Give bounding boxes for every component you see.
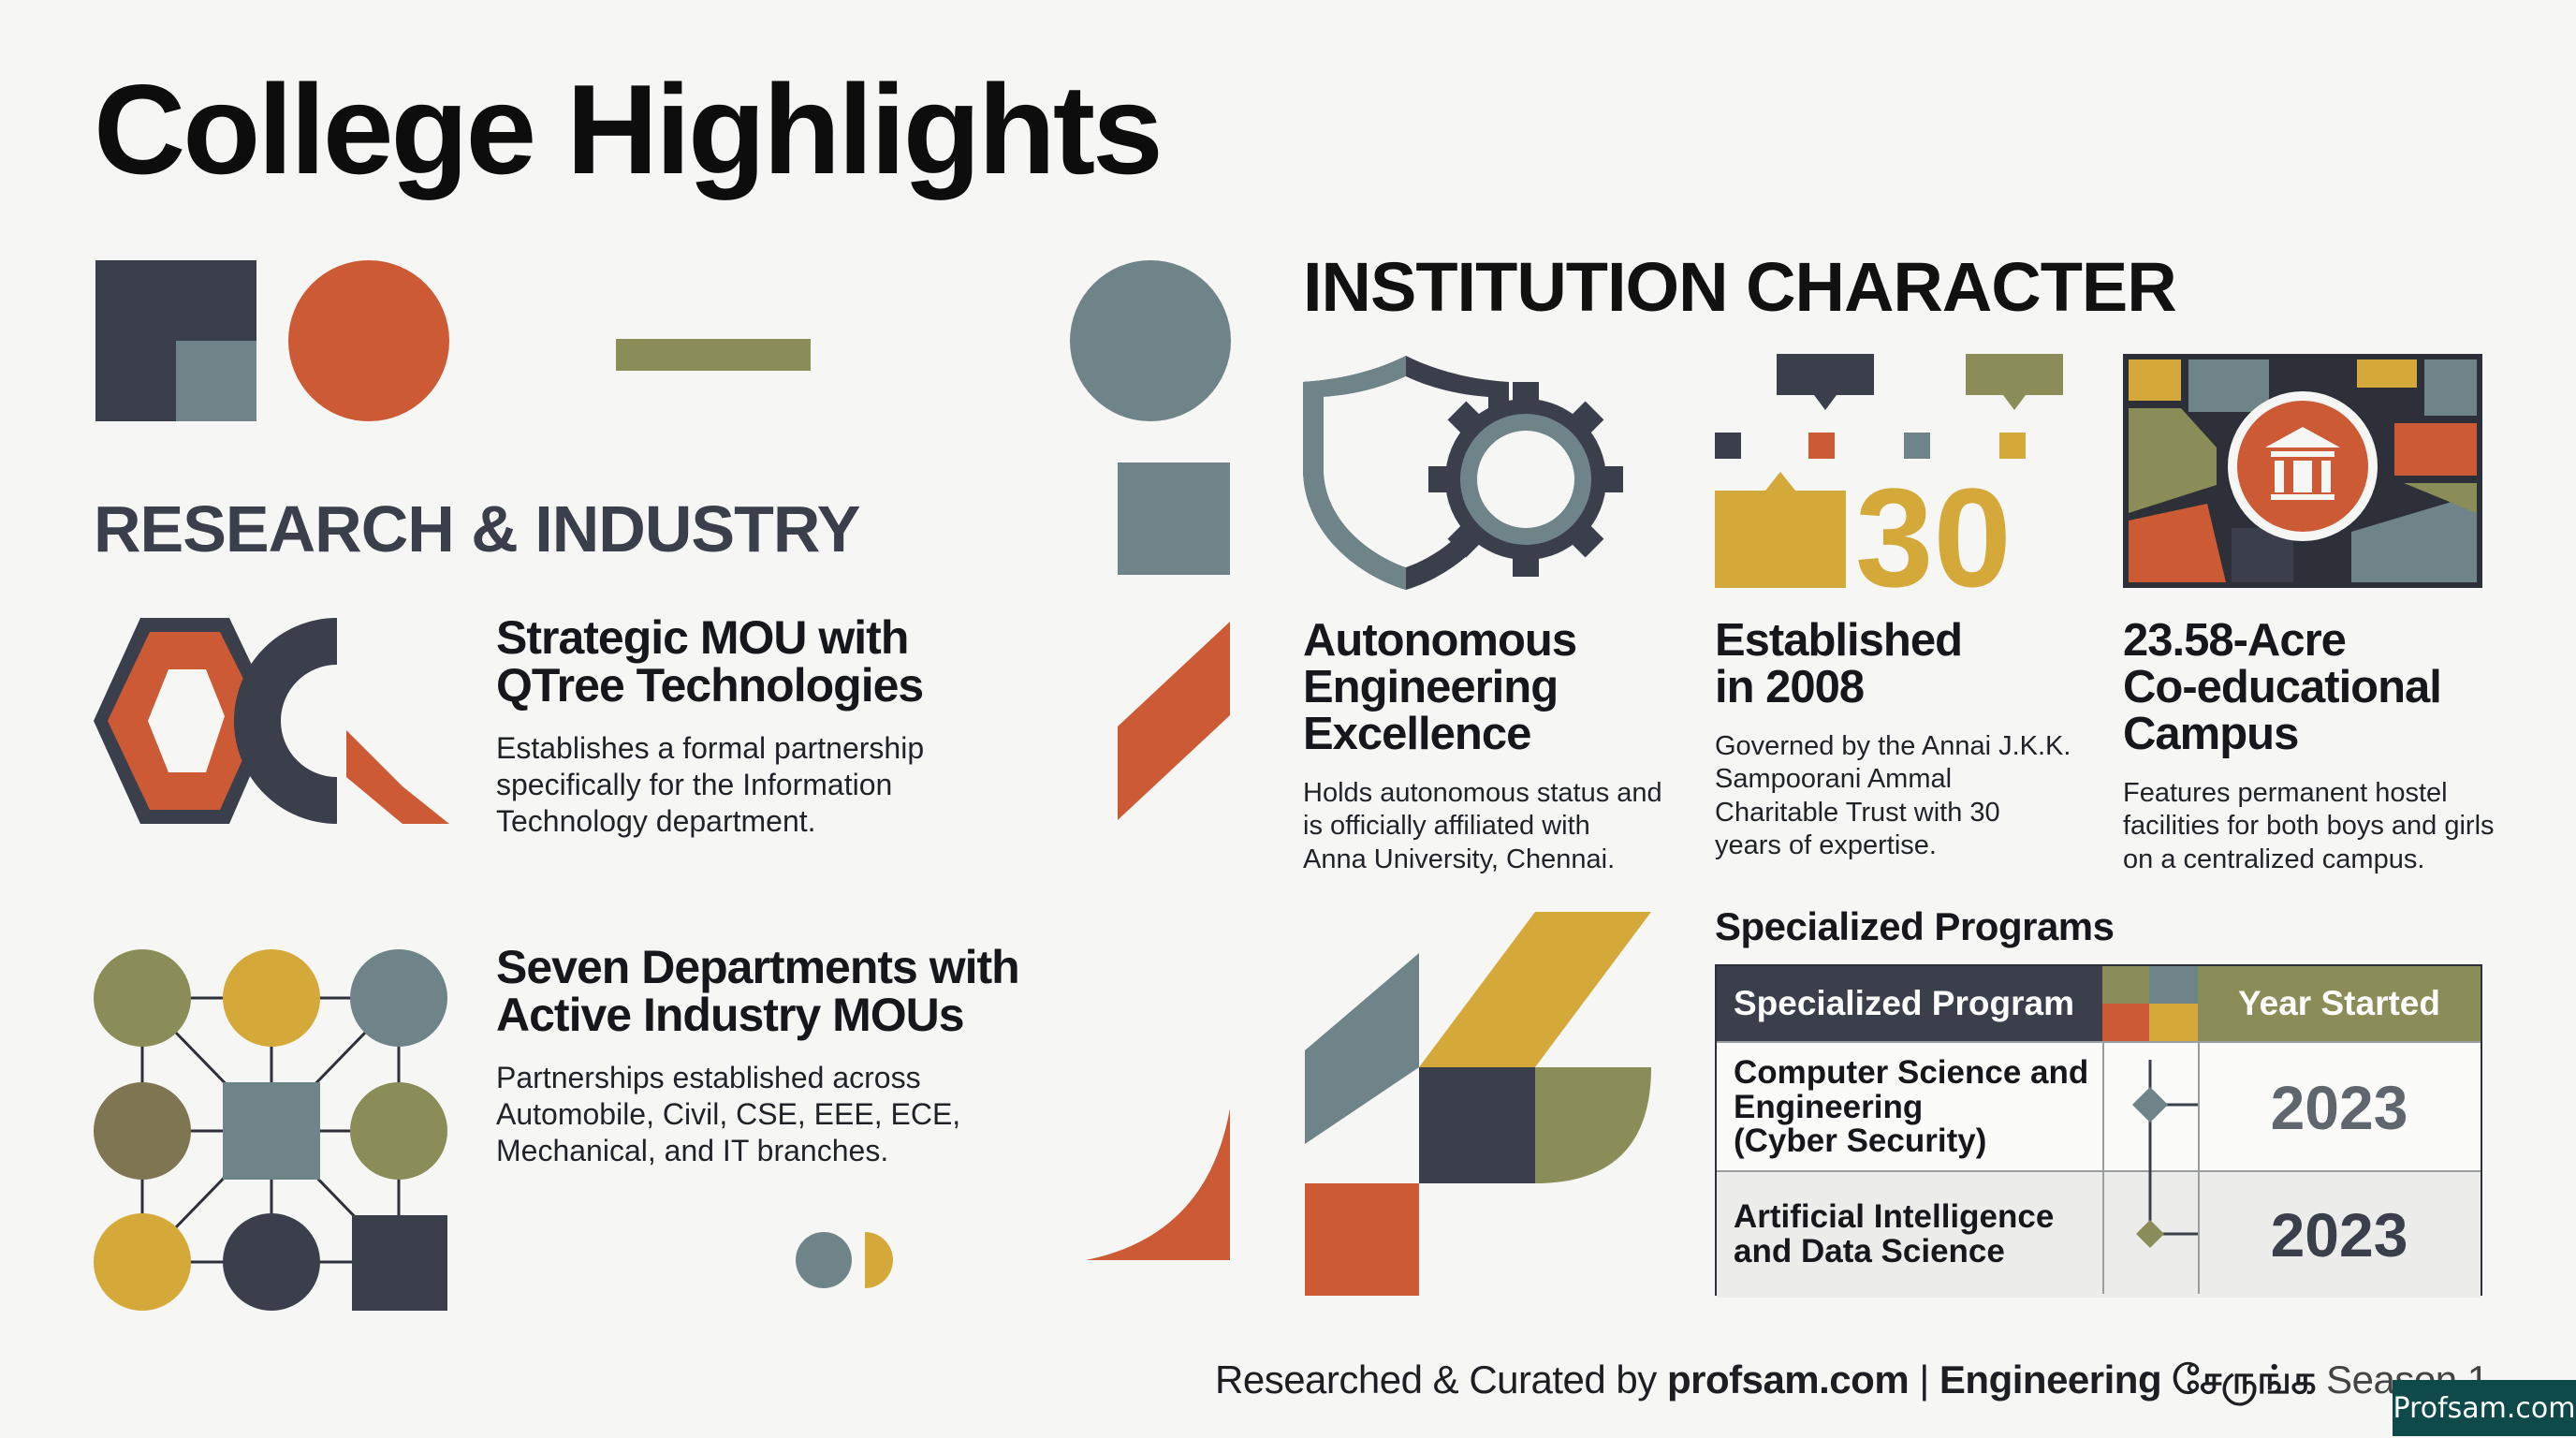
credit-separator: |	[1909, 1357, 1939, 1401]
established-card: Established in 2008 Governed by the Anna…	[1715, 615, 2089, 863]
title-line: Autonomous	[1303, 615, 1577, 666]
orange-circle-shape	[288, 260, 449, 421]
mosaic-navy-shape	[1419, 1067, 1535, 1183]
desc-line: Sampoorani Ammal	[1715, 764, 1953, 795]
autonomous-title: Autonomous Engineering Excellence	[1303, 615, 1677, 759]
desc-line: specifically for the Information	[496, 768, 893, 802]
title-line: Strategic MOU with	[496, 611, 909, 664]
program-line: Computer Science and	[1734, 1053, 2089, 1091]
industry-mou-desc: Partnerships established across Automobi…	[496, 1060, 1095, 1169]
credit-site: profsam.com	[1666, 1357, 1910, 1401]
orange-quarter-shape	[1086, 1108, 1230, 1260]
campus-map-icon	[2123, 354, 2482, 588]
orange-slash-shape	[1118, 622, 1230, 820]
desc-line: Automobile, Civil, CSE, EEE, ECE,	[496, 1097, 961, 1132]
network-nodes-icon	[94, 949, 447, 1311]
mosaic-mustard-shape	[1419, 912, 1651, 1067]
title-line: 23.58-Acre	[2123, 615, 2347, 666]
desc-line: Charitable Trust with 30	[1715, 797, 2000, 828]
desc-line: facilities for both boys and girls	[2123, 811, 2495, 842]
thirty-number: 30	[1855, 459, 2012, 588]
olive-bar-shape	[616, 339, 811, 371]
qtree-mou-title: Strategic MOU with QTree Technologies	[496, 614, 1095, 710]
program-cell: Artificial Intelligence and Data Science	[1734, 1172, 2099, 1298]
program-line: (Cyber Security)	[1734, 1123, 1987, 1160]
title-line: Engineering	[1303, 661, 1559, 712]
industry-mou-title: Seven Departments with Active Industry M…	[496, 944, 1095, 1039]
credit-line: Researched & Curated by profsam.com | En…	[1215, 1357, 2489, 1408]
shield-gear-icon	[1303, 356, 1623, 590]
desc-line: Anna University, Chennai.	[1303, 844, 1616, 874]
desc-line: years of expertise.	[1715, 830, 1937, 861]
program-line: Artificial Intelligence	[1734, 1198, 2055, 1236]
title-line: in 2008	[1715, 661, 1865, 712]
slate-small-square-shape	[1118, 462, 1230, 575]
program-cell: Computer Science and Engineering (Cyber …	[1734, 1043, 2099, 1172]
program-line: and Data Science	[1734, 1233, 2005, 1269]
industry-mou-card: Seven Departments with Active Industry M…	[496, 944, 1095, 1169]
autonomous-card: Autonomous Engineering Excellence Holds …	[1303, 615, 1677, 876]
page-title: College Highlights	[94, 58, 1164, 200]
established-desc: Governed by the Annai J.K.K. Sampoorani …	[1715, 730, 2089, 863]
program-column-header: Specialized Program	[1717, 966, 2102, 1041]
title-line: Active Industry MOUs	[496, 989, 965, 1041]
column-divider	[2102, 1041, 2104, 1294]
established-title: Established in 2008	[1715, 615, 2089, 712]
timeline-connector	[2132, 1060, 2198, 1248]
desc-line: Features permanent hostel	[2123, 777, 2448, 808]
qtree-logo-icon	[94, 618, 449, 824]
color-blocks-icon	[2102, 966, 2198, 1041]
desc-line: is officially affiliated with	[1303, 811, 1590, 842]
credit-prefix: Researched & Curated by	[1215, 1357, 1667, 1401]
title-line: Established	[1715, 615, 1963, 666]
programs-heading: Specialized Programs	[1715, 904, 2115, 948]
title-line: Excellence	[1303, 708, 1531, 759]
desc-line: Establishes a formal partnership	[496, 731, 925, 765]
autonomous-desc: Holds autonomous status and is officiall…	[1303, 777, 1677, 876]
desc-line: Mechanical, and IT branches.	[496, 1134, 889, 1168]
thirty-years-icon: 30	[1715, 354, 2063, 588]
title-line: QTree Technologies	[496, 659, 924, 712]
title-line: Seven Departments with	[496, 941, 1020, 993]
year-column-header: Year Started	[2198, 966, 2481, 1041]
mosaic-slate-shape	[1305, 953, 1419, 1144]
table-row: Computer Science and Engineering (Cyber …	[1717, 1041, 2481, 1172]
desc-line: Partnerships established across	[496, 1061, 921, 1094]
campus-title: 23.58-Acre Co-educational Campus	[2123, 615, 2516, 759]
mustard-half-dot-shape	[865, 1232, 893, 1288]
slate-square-shape	[176, 341, 256, 421]
institution-heading: INSTITUTION CHARACTER	[1303, 248, 2177, 326]
year-cell: 2023	[2270, 1200, 2408, 1269]
desc-line: Holds autonomous status and	[1303, 777, 1662, 808]
slate-circle-shape	[1070, 260, 1231, 421]
credit-show: Engineering சேருங்க	[1939, 1357, 2317, 1401]
year-cell: 2023	[2270, 1073, 2408, 1142]
mosaic-olive-shape	[1535, 1067, 1651, 1183]
slate-dot-shape	[796, 1232, 852, 1288]
desc-line: Governed by the Annai J.K.K.	[1715, 730, 2071, 761]
table-row: Artificial Intelligence and Data Science…	[1717, 1170, 2481, 1298]
diamond-marker-icon	[2132, 1087, 2168, 1123]
research-heading: RESEARCH & INDUSTRY	[94, 492, 860, 565]
desc-line: Technology department.	[496, 804, 816, 839]
column-divider	[2198, 1041, 2200, 1294]
qtree-mou-card: Strategic MOU with QTree Technologies Es…	[496, 614, 1095, 840]
campus-card: 23.58-Acre Co-educational Campus Feature…	[2123, 615, 2516, 876]
title-line: Co-educational	[2123, 661, 2442, 712]
profsam-badge: Profsam.com	[2393, 1380, 2576, 1436]
title-line: Campus	[2123, 708, 2299, 759]
program-line: Engineering	[1734, 1088, 1924, 1125]
diamond-marker-icon	[2136, 1220, 2164, 1248]
programs-table: Specialized Program Year Started Compute…	[1715, 964, 2482, 1298]
campus-desc: Features permanent hostel facilities for…	[2123, 777, 2516, 876]
qtree-mou-desc: Establishes a formal partnership specifi…	[496, 730, 1095, 840]
desc-line: on a centralized campus.	[2123, 844, 2425, 874]
mosaic-orange-shape	[1305, 1183, 1419, 1296]
